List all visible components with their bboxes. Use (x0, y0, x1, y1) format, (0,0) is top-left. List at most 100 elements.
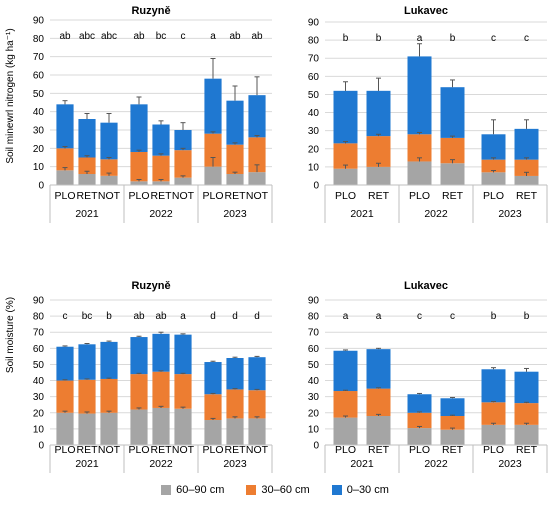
x-tick-label: NOT (172, 444, 195, 456)
bar-segment-0-30 (78, 344, 96, 380)
x-tick-label: RET (442, 190, 464, 202)
y-tick-label: 20 (33, 144, 45, 155)
y-tick-label: 20 (308, 408, 320, 419)
significance-letter: b (524, 311, 530, 322)
x-group-label: 2021 (75, 208, 99, 220)
x-tick-label: PLO (409, 444, 430, 456)
x-tick-label: RET (225, 190, 247, 202)
bar-segment-0-30 (514, 128, 539, 160)
bar-segment-60-90 (56, 412, 74, 445)
bar-segment-30-60 (440, 416, 465, 430)
y-tick-label: 80 (308, 312, 320, 323)
bar-segment-60-90 (440, 429, 465, 445)
bar-segment-60-90 (78, 174, 96, 185)
x-group-label: 2023 (223, 208, 247, 220)
bar-segment-0-30 (440, 87, 465, 138)
bar-segment-60-90 (100, 175, 118, 185)
bar-segment-30-60 (78, 157, 96, 174)
x-tick-label: RET (516, 190, 538, 202)
significance-letter: c (417, 311, 422, 322)
y-tick-label: 60 (308, 344, 320, 355)
significance-letter: abc (101, 31, 117, 42)
y-tick-label: 0 (38, 181, 44, 192)
ylabel-top-row: Soil minewrl nitrogen (kg ha⁻¹) (5, 28, 16, 163)
y-tick-label: 40 (33, 107, 45, 118)
bar-segment-60-90 (514, 424, 539, 445)
x-tick-label: RET (516, 444, 538, 456)
significance-letter: c (181, 31, 186, 42)
bar-segment-30-60 (152, 371, 170, 408)
bar-segment-0-30 (56, 346, 74, 381)
x-tick-label: RET (442, 444, 464, 456)
x-tick-label: PLO (54, 444, 75, 456)
bar-segment-60-90 (440, 163, 465, 185)
legend: 60–90 cm 30–60 cm 0–30 cm (0, 478, 550, 502)
bar-segment-0-30 (481, 134, 506, 160)
bar-segment-60-90 (78, 413, 96, 445)
legend-item-mid: 30–60 cm (246, 484, 310, 496)
legend-swatch-mid (246, 485, 257, 495)
x-tick-label: PLO (335, 444, 356, 456)
significance-letter: ab (59, 31, 71, 42)
bar-segment-30-60 (514, 403, 539, 425)
bar-segment-60-90 (226, 174, 244, 185)
bar-segment-60-90 (248, 418, 266, 445)
y-tick-label: 30 (33, 126, 45, 137)
significance-letter: bc (82, 311, 93, 322)
bar-segment-30-60 (174, 374, 192, 409)
y-tick-label: 90 (308, 18, 320, 29)
bar-segment-0-30 (100, 122, 118, 160)
bar-segment-30-60 (440, 137, 465, 164)
x-tick-label: RET (368, 190, 390, 202)
significance-letter: c (63, 311, 68, 322)
significance-letter: bc (156, 31, 167, 42)
significance-letter: b (491, 311, 497, 322)
x-tick-label: PLO (202, 190, 223, 202)
x-tick-label: PLO (128, 190, 149, 202)
bar-segment-0-30 (152, 124, 170, 156)
bar-segment-30-60 (226, 389, 244, 419)
bar-segment-30-60 (130, 152, 148, 182)
bar-segment-0-30 (248, 357, 266, 391)
bar-segment-30-60 (366, 388, 391, 416)
bar-segment-60-90 (130, 181, 148, 185)
y-tick-label: 20 (308, 144, 320, 155)
bar-segment-30-60 (481, 159, 506, 173)
y-tick-label: 30 (308, 126, 320, 137)
bar-segment-60-90 (366, 166, 391, 185)
bar-segment-0-30 (481, 369, 506, 403)
x-group-label: 2022 (424, 458, 448, 470)
y-tick-label: 10 (33, 424, 45, 435)
bar-segment-0-30 (366, 90, 391, 137)
legend-swatch-deep (161, 485, 172, 495)
bar-segment-60-90 (204, 166, 222, 185)
x-tick-label: NOT (172, 190, 195, 202)
bar-segment-30-60 (407, 412, 432, 429)
x-tick-label: RET (77, 190, 99, 202)
y-tick-label: 70 (308, 54, 320, 65)
bar-segment-0-30 (204, 362, 222, 395)
bar-segment-30-60 (248, 390, 266, 419)
x-tick-label: PLO (483, 190, 504, 202)
significance-letter: ab (251, 31, 263, 42)
y-tick-label: 40 (308, 376, 320, 387)
significance-letter: c (491, 33, 496, 44)
significance-letter: a (376, 311, 382, 322)
significance-letter: ab (133, 311, 145, 322)
y-tick-label: 80 (33, 34, 45, 45)
y-tick-label: 40 (308, 108, 320, 119)
bar-segment-30-60 (56, 148, 74, 171)
bar-segment-0-30 (78, 119, 96, 158)
legend-swatch-top (331, 485, 342, 495)
bar-segment-60-90 (407, 161, 432, 185)
bar-segment-60-90 (366, 416, 391, 445)
bar-segment-0-30 (100, 341, 118, 379)
bar-segment-60-90 (333, 168, 358, 185)
x-group-label: 2023 (498, 458, 522, 470)
bar-segment-0-30 (366, 349, 391, 389)
x-tick-label: PLO (128, 444, 149, 456)
bar-segment-0-30 (333, 350, 358, 392)
bar-segment-60-90 (481, 172, 506, 185)
y-tick-label: 60 (308, 72, 320, 83)
y-tick-label: 20 (33, 408, 45, 419)
